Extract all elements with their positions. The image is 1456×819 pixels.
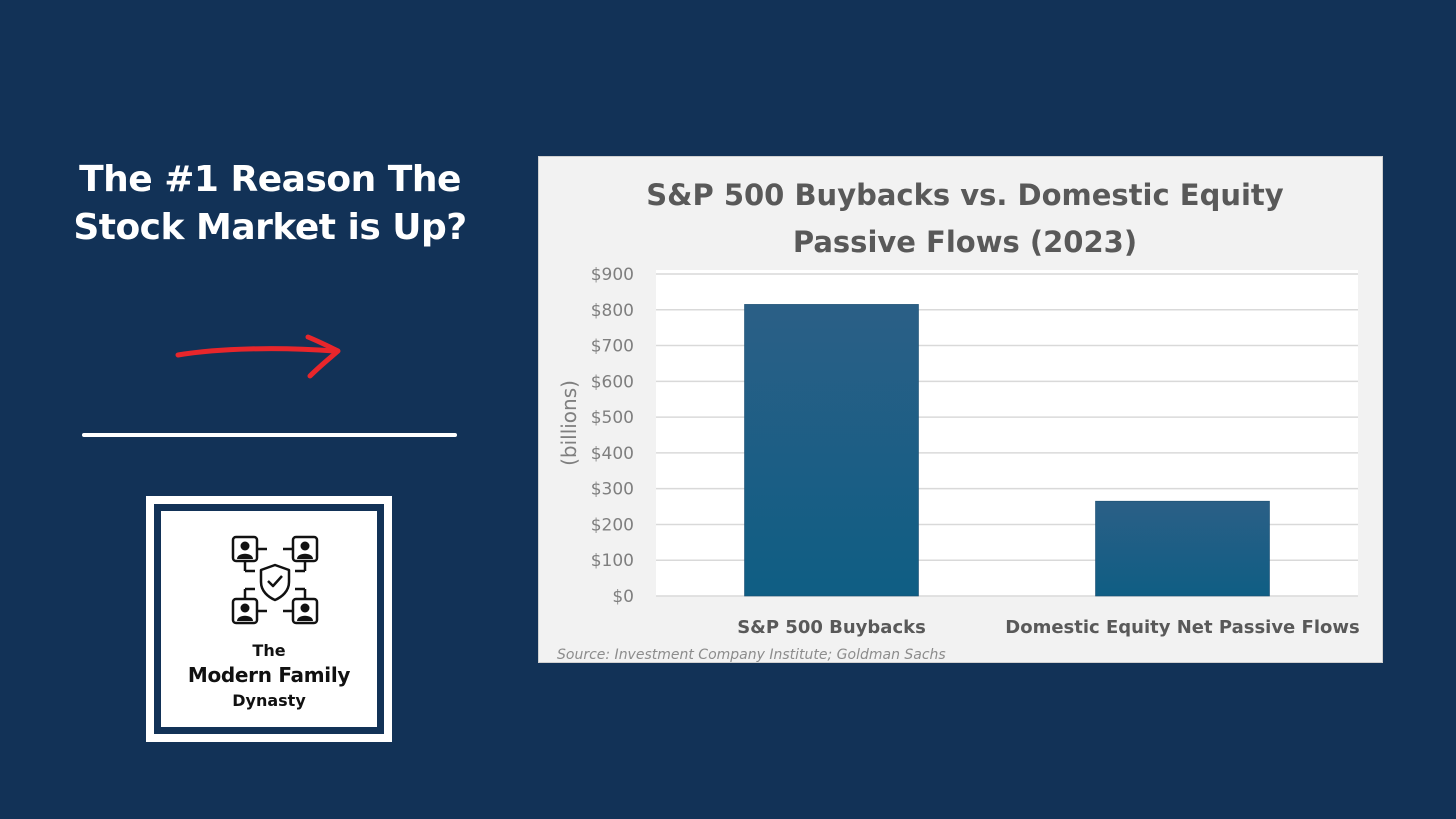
chart-title-line-1: S&P 500 Buybacks vs. Domestic Equity [646, 178, 1284, 212]
y-tick-label: $400 [591, 444, 634, 464]
headline-line-2: Stock Market is Up? [73, 207, 467, 248]
x-tick-label: S&P 500 Buybacks [737, 617, 926, 638]
y-tick-label: $0 [612, 587, 634, 607]
bar-domestic-equity-net-passive-flows [1095, 500, 1270, 597]
family-network-shield-icon [231, 535, 319, 625]
y-tick-label: $900 [591, 265, 634, 285]
y-tick-label: $100 [591, 551, 634, 571]
chart-title-line-2: Passive Flows (2023) [793, 225, 1137, 259]
divider-line [82, 433, 457, 437]
logo-text-name: Modern Family [187, 663, 351, 687]
logo-frame: The Modern Family Dynasty [154, 504, 384, 734]
bar-chart: S&P 500 Buybacks vs. Domestic Equity Pas… [557, 178, 1360, 663]
y-axis-label: (billions) [557, 380, 581, 466]
y-tick-label: $300 [591, 480, 634, 500]
bar-sp500-buybacks [744, 304, 919, 597]
arrow-right-icon [175, 334, 341, 379]
logo-text-dynasty: Dynasty [232, 691, 306, 710]
headline: The #1 Reason The Stock Market is Up? [40, 156, 500, 252]
y-tick-label: $700 [591, 337, 634, 357]
logo: The Modern Family Dynasty [146, 496, 392, 742]
chart-source: Source: Investment Company Institute; Go… [557, 647, 946, 663]
x-tick-label: Domestic Equity Net Passive Flows [1005, 617, 1359, 638]
y-tick-label: $600 [591, 372, 634, 392]
y-tick-label: $800 [591, 301, 634, 321]
y-tick-label: $200 [591, 515, 634, 535]
headline-line-1: The #1 Reason The [79, 159, 461, 200]
chart-panel: S&P 500 Buybacks vs. Domestic Equity Pas… [538, 156, 1383, 663]
logo-text-the: The [252, 641, 286, 660]
y-tick-label: $500 [591, 408, 634, 428]
